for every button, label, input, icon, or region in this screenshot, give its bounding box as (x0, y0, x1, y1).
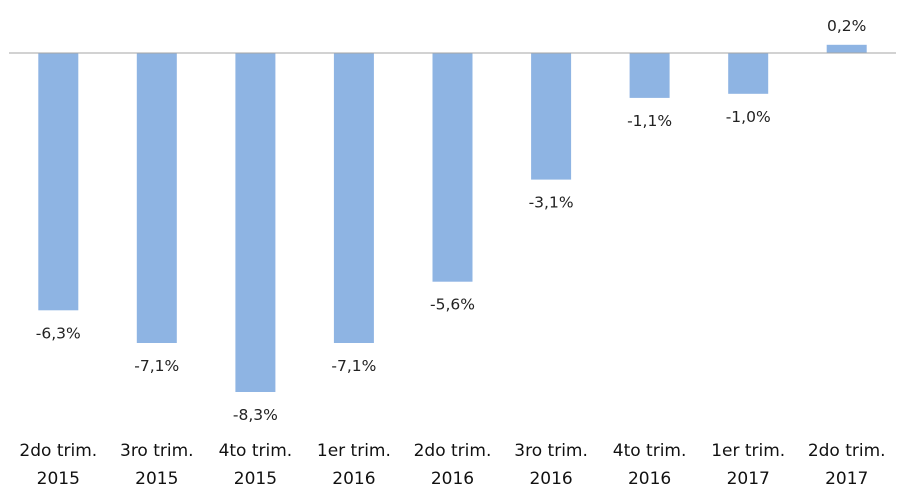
x-tick-label-8: 2do trim. 2017 (808, 441, 886, 489)
bar-8 (826, 44, 867, 53)
bar-3 (333, 53, 374, 343)
x-tick-label-1: 3ro trim. 2015 (120, 441, 194, 489)
bar-0 (38, 53, 79, 311)
x-tick-label-6: 4to trim. 2016 (613, 441, 687, 489)
bar-4 (432, 53, 473, 282)
data-label-4: -5,6% (430, 296, 475, 314)
data-labels-group: -6,3% -7,1% -8,3% -7,1% -5,6% -3,1% -1,1% -1,0%… (36, 17, 867, 424)
data-label-8: 0,2% (827, 17, 866, 35)
data-label-2: -8,3% (233, 406, 278, 424)
data-label-5: -3,1% (529, 194, 574, 212)
data-label-0: -6,3% (36, 324, 81, 342)
x-tick-label-3: 1er trim. 2016 (317, 441, 391, 489)
data-label-6: -1,1% (627, 112, 672, 130)
data-label-7: -1,0% (726, 108, 771, 126)
data-label-3: -7,1% (331, 357, 376, 375)
bar-6 (629, 53, 670, 98)
x-tick-label-4: 2do trim. 2016 (414, 441, 492, 489)
bar-5 (531, 53, 572, 180)
x-tick-label-2: 4to trim. 2015 (219, 441, 293, 489)
bar-1 (136, 53, 177, 343)
data-label-1: -7,1% (134, 357, 179, 375)
bar-2 (235, 53, 276, 392)
x-tick-label-7: 1er trim. 2017 (711, 441, 785, 489)
x-tick-labels-group: 2do trim. 2015 3ro trim. 2015 4to trim. 2015 1… (19, 441, 885, 489)
x-tick-label-5: 3ro trim. 2016 (514, 441, 588, 489)
bars-group (38, 44, 867, 392)
x-tick-label-0: 2do trim. 2015 (19, 441, 97, 489)
bar-7 (728, 53, 769, 94)
